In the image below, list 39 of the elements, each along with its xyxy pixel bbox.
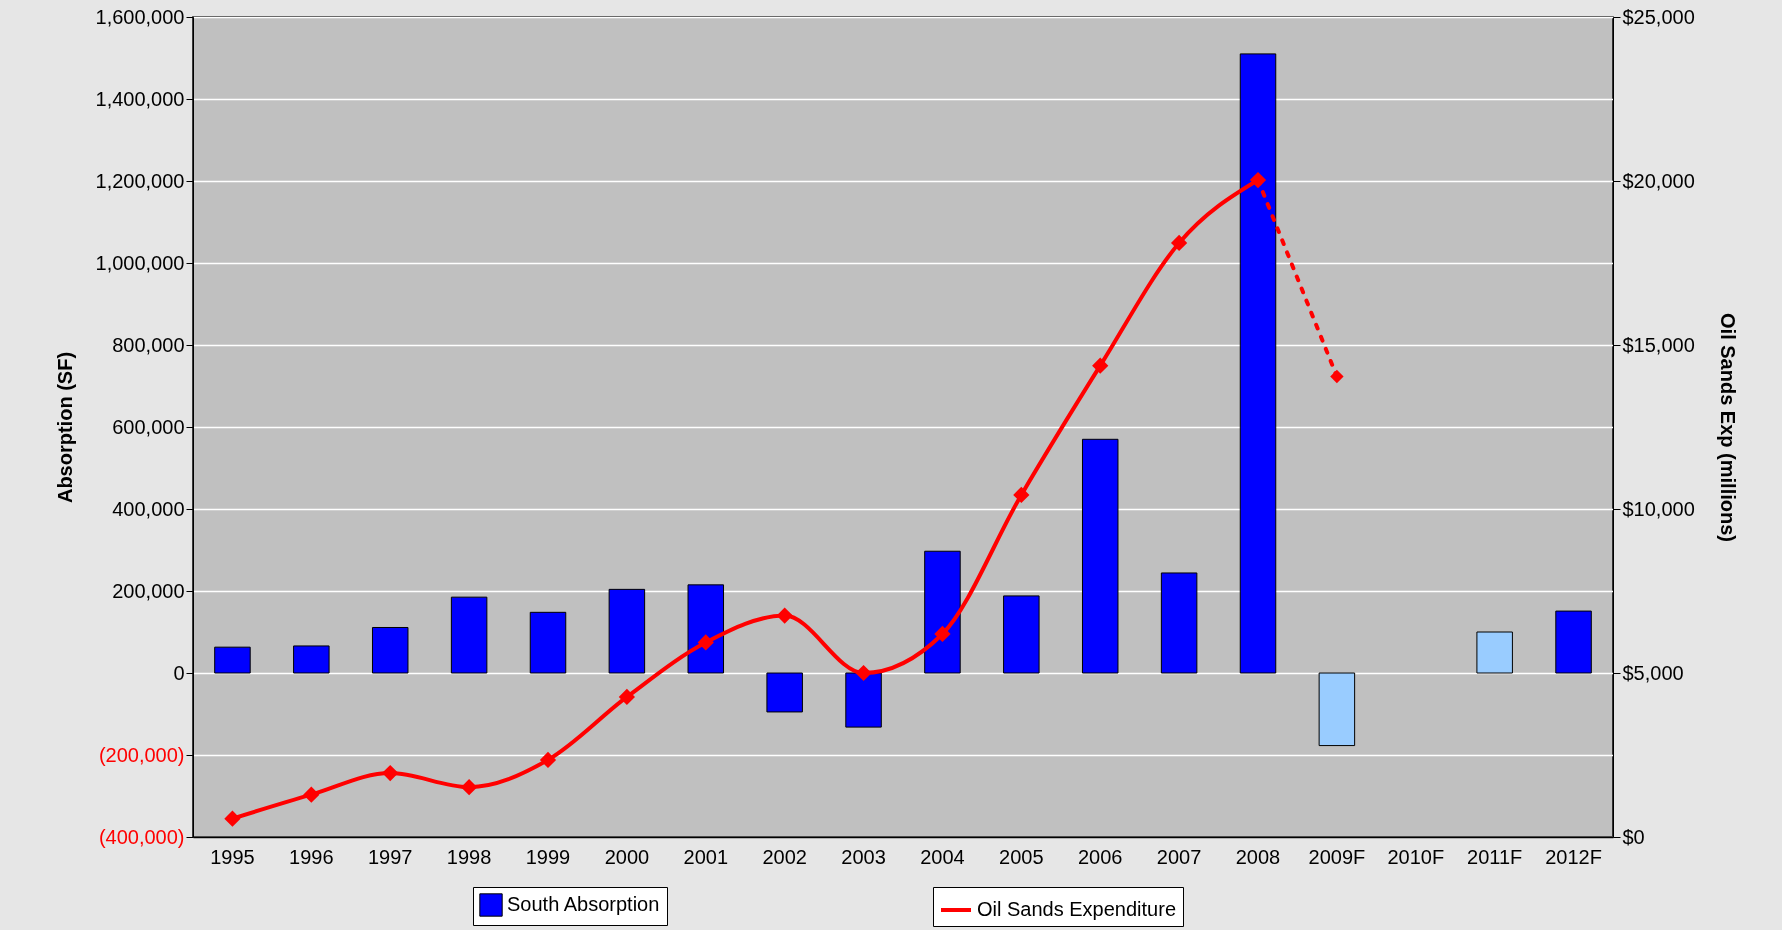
x-tick-label: 1997 xyxy=(367,845,413,868)
x-tick-label: 2012F xyxy=(1545,845,1602,868)
y-tick-label: 1,400,000 xyxy=(95,87,185,110)
y-tick-label: 1,000,000 xyxy=(95,251,185,274)
x-tick-label: 2006 xyxy=(1077,845,1123,868)
y2-tick-label: $0 xyxy=(1622,825,1645,848)
x-tick-label: 2000 xyxy=(604,845,650,868)
x-tick-label: 2003 xyxy=(841,845,886,868)
y2-axis-title: Oil Sands Exp (millions) xyxy=(1716,313,1739,542)
x-tick-label: 1999 xyxy=(525,845,571,868)
x-tick-label: 2004 xyxy=(920,845,965,868)
y-tick-label: (400,000) xyxy=(98,825,185,848)
y2-tick-label: $10,000 xyxy=(1622,497,1695,520)
y-tick-label: 1,200,000 xyxy=(95,169,185,192)
x-tick-label: 1995 xyxy=(210,845,255,868)
x-tick-label: 1996 xyxy=(289,845,334,868)
y-tick-label: 200,000 xyxy=(112,579,185,602)
y2-tick-label: $5,000 xyxy=(1622,661,1684,684)
y2-tick-label: $25,000 xyxy=(1622,5,1695,28)
x-tick-label: 2010F xyxy=(1387,845,1445,868)
x-tick-label: 1998 xyxy=(446,845,492,868)
y-tick-label: 0 xyxy=(173,661,185,684)
y-tick-label: 600,000 xyxy=(112,415,185,438)
x-tick-label: 2002 xyxy=(762,845,807,868)
x-tick-label: 2005 xyxy=(999,845,1044,868)
legend-label: South Absorption xyxy=(507,893,660,915)
y-tick-label: 400,000 xyxy=(112,497,185,520)
x-tick-label: 2001 xyxy=(683,845,729,868)
x-tick-label: 2007 xyxy=(1156,845,1202,868)
y2-tick-label: $20,000 xyxy=(1622,169,1695,192)
y-tick-label: (200,000) xyxy=(98,743,185,766)
y2-tick-label: $15,000 xyxy=(1622,333,1695,356)
y-tick-label: 800,000 xyxy=(112,333,185,356)
x-tick-label: 2011F xyxy=(1467,845,1523,868)
x-tick-label: 2009F xyxy=(1308,845,1366,868)
y-tick-label: 1,600,000 xyxy=(95,5,185,28)
x-tick-label: 2008 xyxy=(1235,845,1281,868)
y-axis-title: Absorption (SF) xyxy=(53,351,76,504)
legend-label: Oil Sands Expenditure xyxy=(977,898,1177,920)
